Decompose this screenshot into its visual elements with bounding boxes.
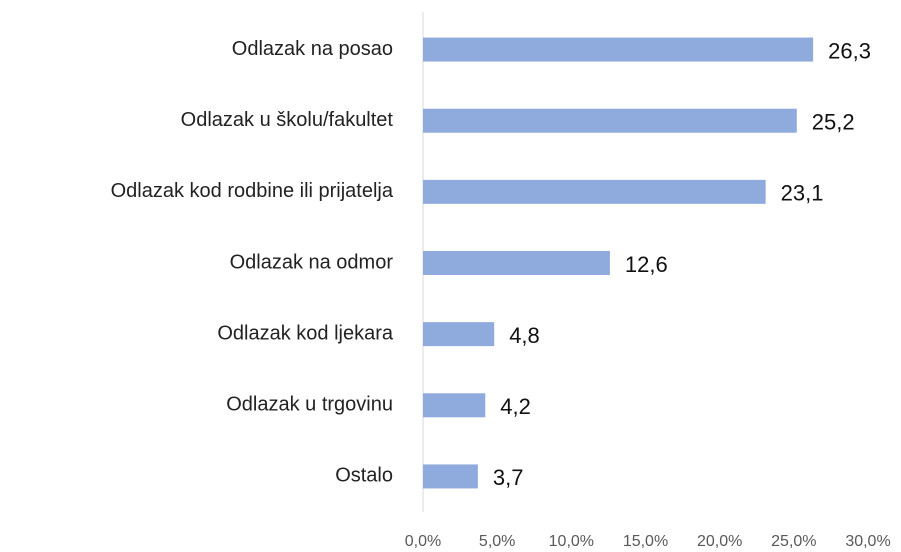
bar	[423, 37, 814, 62]
x-tick-label: 25,0%	[771, 533, 816, 550]
value-label: 3,7	[493, 465, 524, 490]
bar	[423, 322, 495, 347]
y-tick-label: Ostalo	[335, 465, 393, 487]
bar	[423, 179, 766, 204]
x-tick-label: 30,0%	[845, 533, 890, 550]
y-tick-label: Odlazak u trgovinu	[226, 394, 393, 416]
x-tick-label: 10,0%	[549, 533, 594, 550]
value-label: 26,3	[828, 38, 871, 63]
x-tick-label: 0,0%	[405, 533, 441, 550]
value-label: 23,1	[781, 181, 824, 206]
bar	[423, 251, 610, 275]
y-tick-label: Odlazak na posao	[232, 38, 393, 60]
x-tick-label: 20,0%	[697, 533, 742, 550]
y-tick-label: Odlazak na odmor	[230, 251, 394, 273]
value-label: 4,2	[500, 394, 531, 419]
bar	[423, 464, 478, 489]
y-tick-label: Odlazak kod ljekara	[217, 322, 394, 344]
x-tick-label: 5,0%	[479, 533, 515, 550]
bar	[423, 108, 797, 133]
bar	[423, 393, 486, 418]
value-label: 4,8	[509, 323, 540, 348]
value-label: 25,2	[812, 110, 855, 135]
y-tick-label: Odlazak kod rodbine ili prijatelja	[111, 180, 394, 202]
value-label: 12,6	[625, 252, 668, 277]
x-tick-label: 15,0%	[623, 533, 668, 550]
y-tick-label: Odlazak u školu/fakultet	[181, 109, 394, 131]
